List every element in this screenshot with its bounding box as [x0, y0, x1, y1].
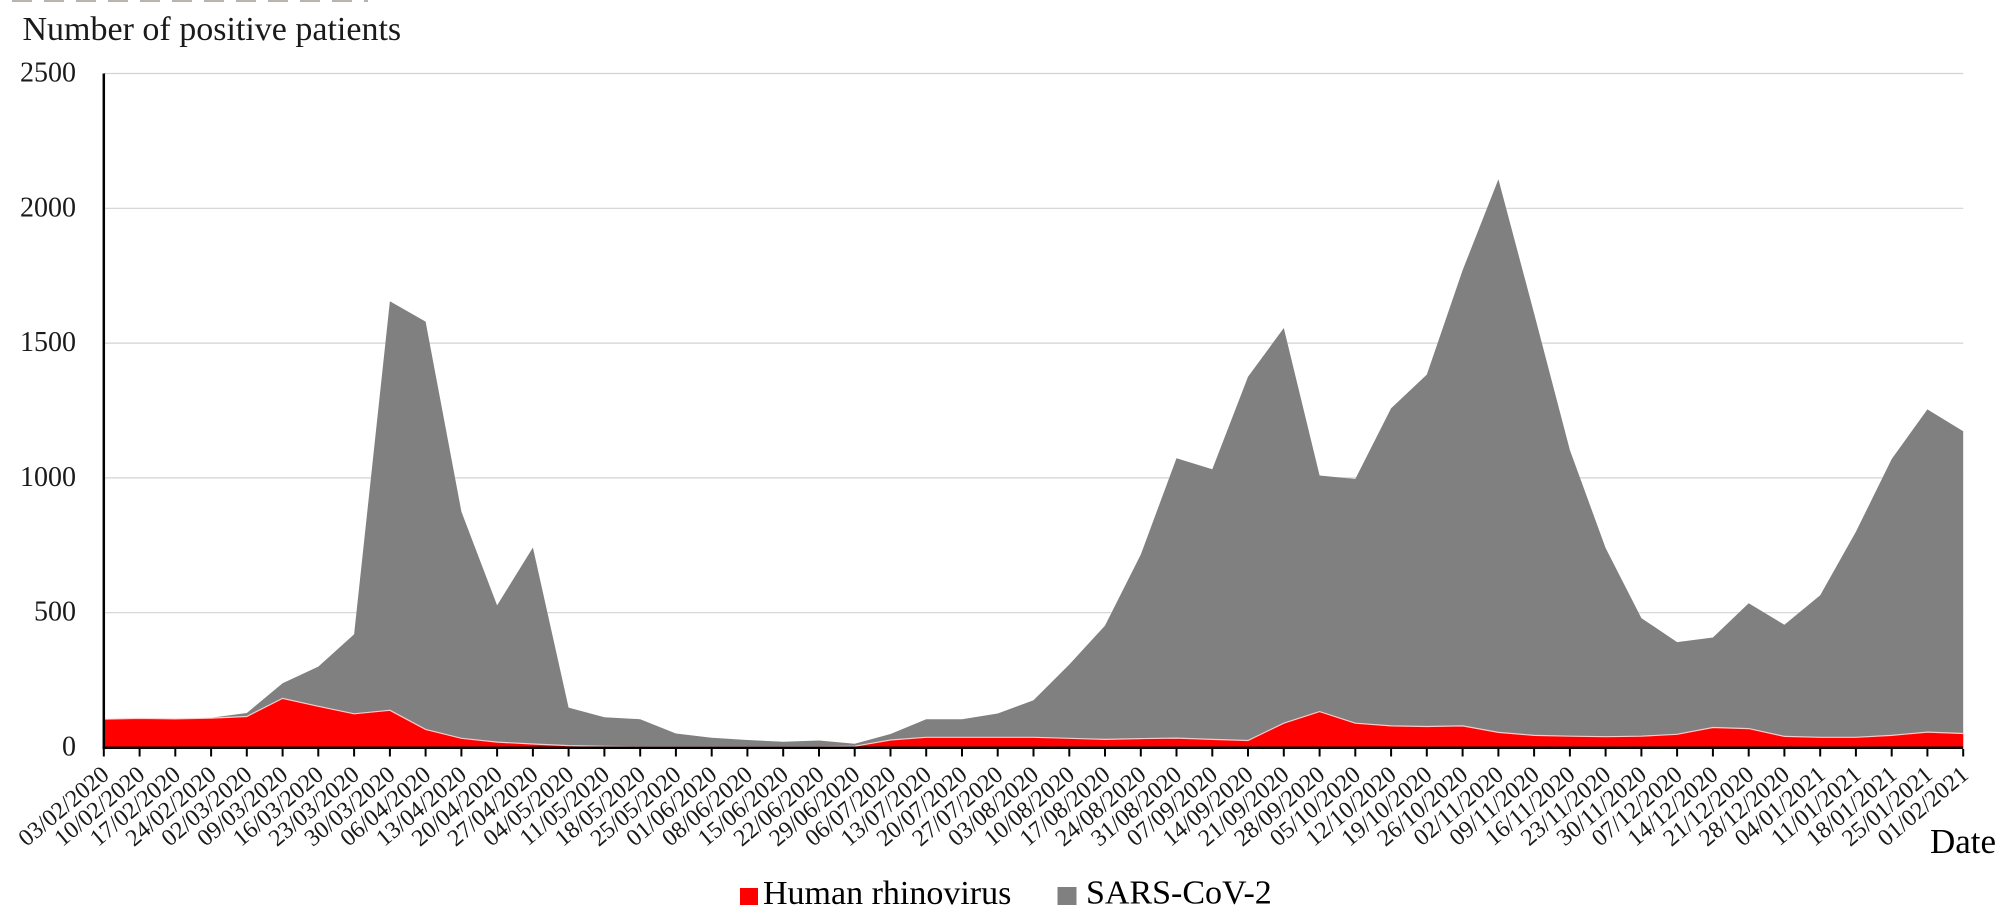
svg-text:2000: 2000 [20, 192, 76, 223]
svg-text:Human rhinovirus: Human rhinovirus [763, 875, 1011, 912]
svg-text:1500: 1500 [20, 327, 76, 358]
svg-text:1000: 1000 [20, 462, 76, 493]
svg-text:Date: Date [1930, 822, 1996, 861]
svg-text:500: 500 [34, 597, 76, 628]
svg-text:SARS-CoV-2: SARS-CoV-2 [1086, 875, 1272, 912]
svg-text:0: 0 [62, 732, 76, 763]
svg-text:2500: 2500 [20, 58, 76, 89]
svg-text:Number of positive patients: Number of positive patients [23, 11, 402, 48]
